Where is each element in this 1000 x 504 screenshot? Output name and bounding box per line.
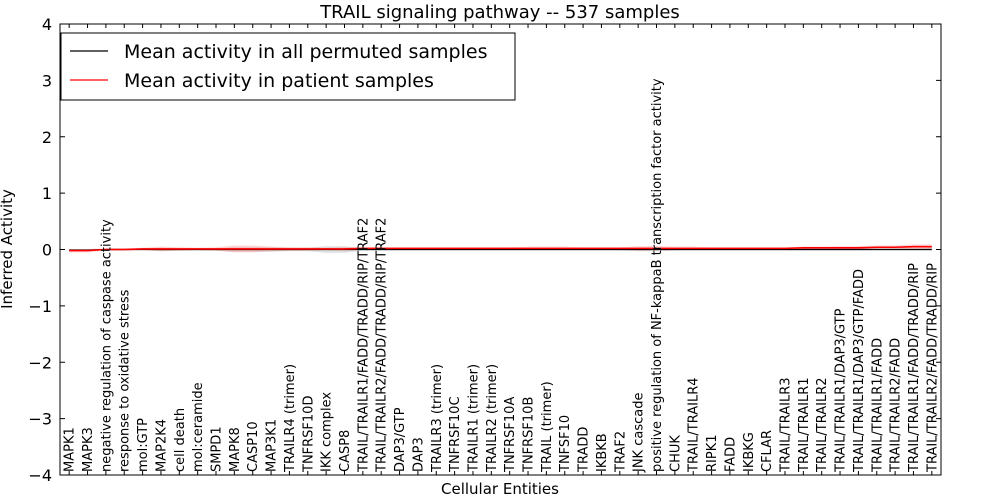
y-tick-label-5: 1 (42, 184, 52, 203)
y-tick-label-1: −3 (28, 410, 52, 429)
x-tick-label-9: MAPK8 (228, 427, 243, 472)
legend-box (60, 32, 516, 101)
x-tick-label-13: TNFRSF10D (301, 396, 316, 473)
x-tick-label-46: TRAIL/TRAILR1/FADD/TRADD/RIP (907, 263, 922, 473)
x-tick-label-36: FADD (723, 437, 738, 472)
x-tick-label-17: TRAIL/TRAILR2/FADD/TRADD/RIP/TRAF2 (375, 218, 390, 473)
x-tick-label-21: TNFRSF10C (448, 396, 463, 473)
y-tick-label-2: −2 (28, 353, 52, 372)
y-tick-label-6: 2 (42, 128, 52, 147)
x-tick-label-4: mol:GTP (136, 418, 151, 472)
y-tick-label-8: 4 (42, 15, 52, 34)
x-tick-label-38: CFLAR (760, 430, 775, 472)
x-tick-label-1: MAPK3 (81, 427, 96, 472)
y-tick-label-4: 0 (42, 241, 52, 260)
y-tick-label-3: −1 (28, 297, 52, 316)
x-tick-label-45: TRAIL/TRAILR2/FADD (889, 338, 904, 473)
y-axis-label: Inferred Activity (0, 189, 16, 309)
y-axis-ticks: −4 −3 −2 −1 0 1 2 3 4 (28, 15, 941, 485)
x-tick-label-10: CASP10 (246, 421, 261, 472)
x-tick-label-24: TNFRSF10A (503, 397, 518, 473)
x-tick-label-19: DAP3 (411, 437, 426, 472)
x-tick-label-2: negative regulation of caspase activity (99, 219, 114, 472)
x-tick-label-16: TRAIL/TRAILR1/FADD/TRADD/RIP/TRAF2 (356, 218, 371, 473)
x-tick-label-26: TRAIL (trimer) (540, 381, 555, 473)
x-tick-label-35: RIPK1 (705, 434, 720, 472)
x-tick-label-32: positive regulation of NF-kappaB transcr… (650, 78, 665, 472)
x-tick-label-14: IKK complex (320, 392, 335, 472)
x-axis-label: Cellular Entities (441, 480, 559, 498)
x-tick-label-47: TRAIL/TRAILR2/FADD/TRADD/RIP (925, 263, 940, 473)
series-lines (69, 245, 932, 252)
legend-label-permuted: Mean activity in all permuted samples (124, 41, 487, 63)
x-tick-label-31: JNK cascade (632, 393, 647, 473)
line-series-1 (69, 245, 932, 252)
x-tick-label-12: TRAILR4 (trimer) (283, 364, 298, 473)
x-tick-label-7: mol:ceramide (191, 382, 206, 472)
x-tick-label-0: MAPK1 (63, 427, 78, 472)
x-tick-label-39: TRAIL/TRAILR3 (778, 377, 793, 473)
x-tick-label-20: TRAILR3 (trimer) (430, 364, 445, 473)
x-tick-label-42: TRAIL/TRAILR1/DAP3/GTP (834, 308, 849, 473)
chart-title: TRAIL signaling pathway -- 537 samples (319, 2, 680, 23)
x-tick-label-8: SMPD1 (210, 426, 225, 472)
x-tick-label-18: DAP3/GTP (393, 407, 408, 472)
legend-label-patient: Mean activity in patient samples (124, 70, 434, 92)
x-tick-label-11: MAP3K1 (265, 419, 280, 472)
x-tick-label-41: TRAIL/TRAILR2 (815, 377, 830, 473)
x-tick-label-28: TRADD (577, 427, 592, 473)
plot-frame (59, 23, 942, 476)
x-tick-label-29: IKBKB (595, 433, 610, 472)
y-tick-label-0: −4 (28, 466, 52, 485)
x-axis-ticks: MAPK1 MAPK3 negative regulation of caspase… (63, 24, 940, 475)
x-tick-label-44: TRAIL/TRAILR1/FADD (870, 338, 885, 473)
x-tick-label-5: MAP2K4 (154, 419, 169, 472)
x-tick-label-43: TRAIL/TRAILR1/DAP3/GTP/FADD (852, 269, 867, 473)
x-tick-label-25: TNFRSF10B (522, 397, 537, 473)
x-tick-label-34: TRAIL/TRAILR4 (687, 377, 702, 473)
x-tick-label-27: TNFSF10 (558, 415, 573, 473)
x-tick-label-15: CASP8 (338, 430, 353, 472)
x-tick-label-22: TRAILR1 (trimer) (466, 364, 481, 473)
legend: Mean activity in all permuted samples Me… (60, 32, 516, 101)
x-tick-label-6: cell death (173, 408, 188, 472)
x-tick-label-37: IKBKG (742, 432, 757, 472)
x-tick-label-33: CHUK (668, 435, 683, 472)
x-tick-label-23: TRAILR2 (trimer) (485, 364, 500, 473)
x-tick-label-30: TRAF2 (613, 431, 628, 473)
x-tick-label-40: TRAIL/TRAILR1 (797, 377, 812, 473)
y-tick-label-7: 3 (42, 71, 52, 90)
x-tick-label-3: response to oxidative stress (118, 289, 133, 472)
